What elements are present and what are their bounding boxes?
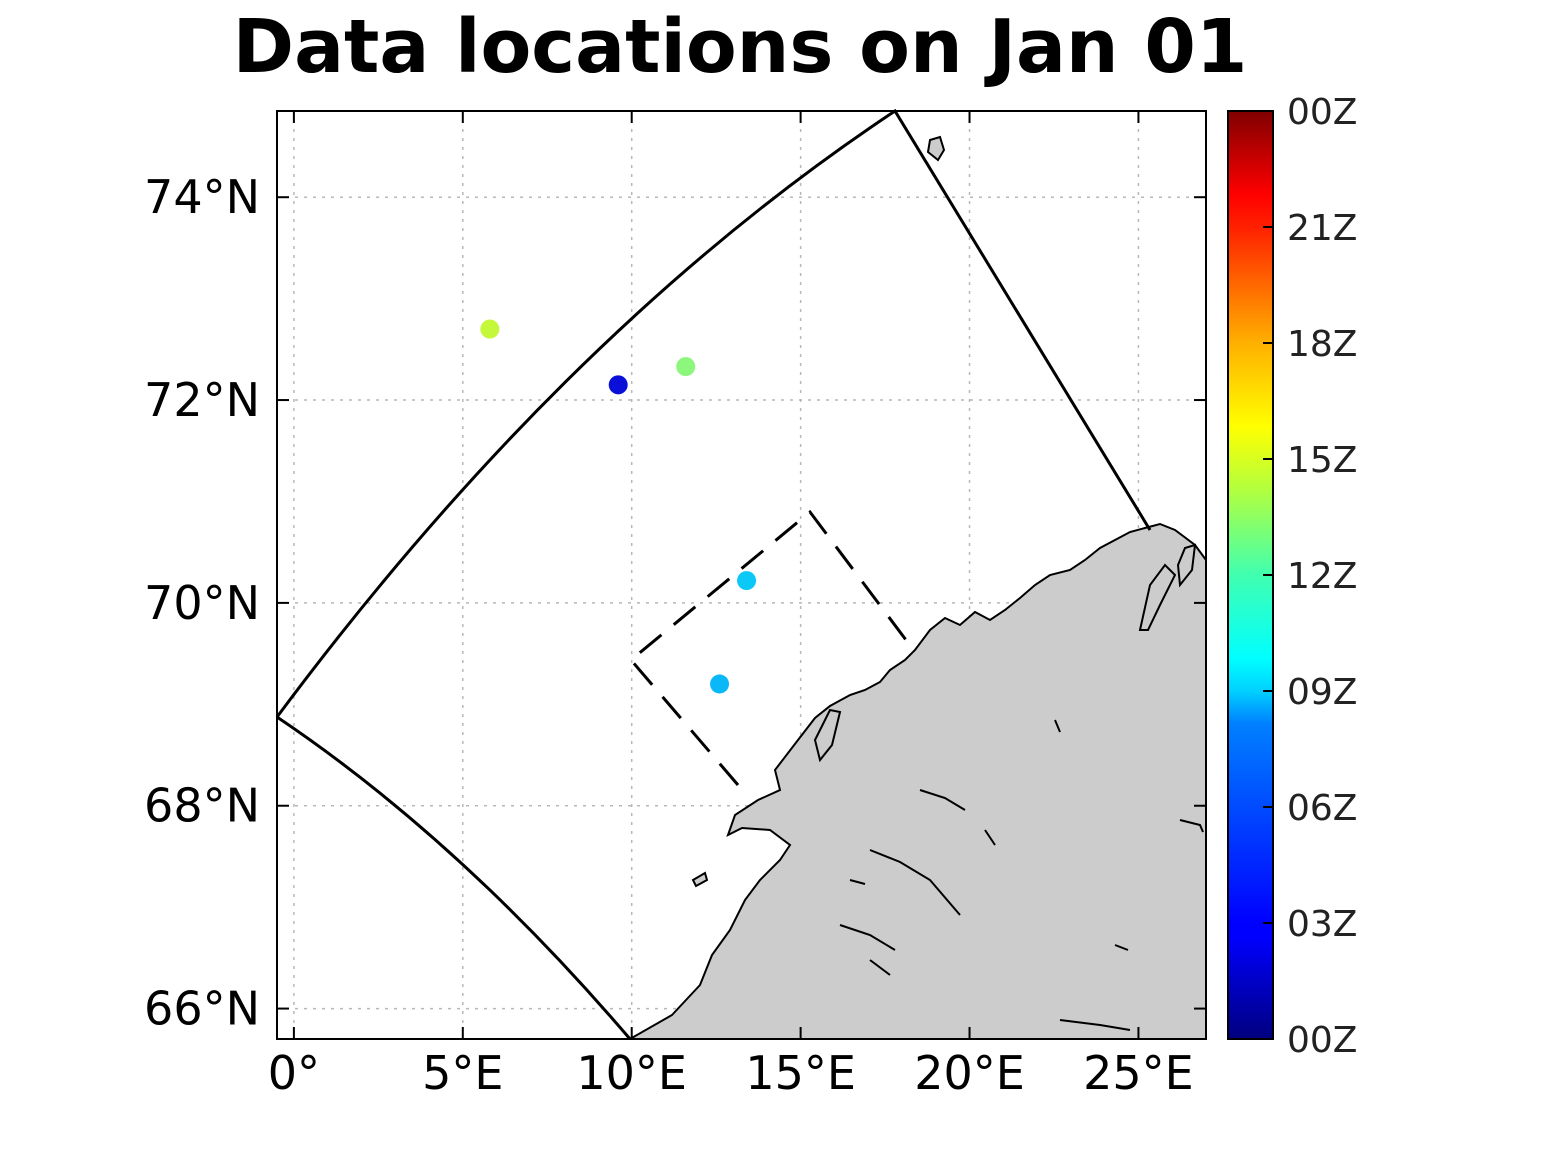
y-tick-label-1: 68°N [144, 779, 260, 833]
colorbar-label-4: 12Z [1287, 556, 1357, 597]
data-point-4 [710, 674, 730, 694]
colorbar-label-0: 00Z [1287, 1020, 1357, 1061]
data-point-1 [608, 375, 628, 395]
x-axis-tick-labels: 0° 5°E 10°E 15°E 20°E 25°E [268, 1046, 1194, 1100]
colorbar-ticks [1263, 110, 1273, 1040]
x-tick-label-0: 0° [268, 1046, 320, 1100]
island-3 [691, 871, 709, 888]
island-1 [1138, 563, 1177, 631]
island-2 [813, 708, 842, 763]
y-tick-label-3: 72°N [144, 373, 260, 427]
colorbar-label-7: 21Z [1287, 208, 1357, 249]
data-points [480, 319, 757, 694]
colorbar-label-5: 15Z [1287, 440, 1357, 481]
colorbar-label-6: 18Z [1287, 324, 1357, 365]
colorbar-label-8: 00Z [1287, 92, 1357, 133]
plot-frame [276, 110, 1207, 1040]
x-tick-label-1: 5°E [422, 1046, 503, 1100]
x-tick-label-5: 25°E [1083, 1046, 1194, 1100]
data-point-0 [480, 319, 500, 339]
island-4 [1176, 543, 1197, 588]
y-tick-label-2: 70°N [144, 576, 260, 630]
x-tick-label-2: 10°E [576, 1046, 687, 1100]
subdomain-boundary [628, 509, 908, 786]
axis-ticks [277, 111, 1206, 1039]
data-point-2 [676, 357, 696, 377]
colorbar-label-2: 06Z [1287, 788, 1357, 829]
domain-boundary [275, 108, 1152, 1040]
colorbar-labels: 00Z 03Z 06Z 09Z 12Z 15Z 18Z 21Z 00Z [1287, 92, 1357, 1061]
y-tick-label-0: 66°N [144, 982, 260, 1036]
lakes [839, 719, 1204, 1031]
x-tick-label-4: 20°E [914, 1046, 1025, 1100]
x-tick-label-3: 15°E [745, 1046, 856, 1100]
island-svalbard [926, 135, 946, 162]
y-tick-label-4: 74°N [144, 170, 260, 224]
chart-title: Data locations on Jan 01 [232, 4, 1248, 90]
colorbar-label-3: 09Z [1287, 672, 1357, 713]
colorbar-label-1: 03Z [1287, 904, 1357, 945]
y-axis-tick-labels: 66°N 68°N 70°N 72°N 74°N [144, 170, 260, 1035]
land-area [627, 522, 1206, 1039]
data-point-3 [737, 571, 757, 591]
